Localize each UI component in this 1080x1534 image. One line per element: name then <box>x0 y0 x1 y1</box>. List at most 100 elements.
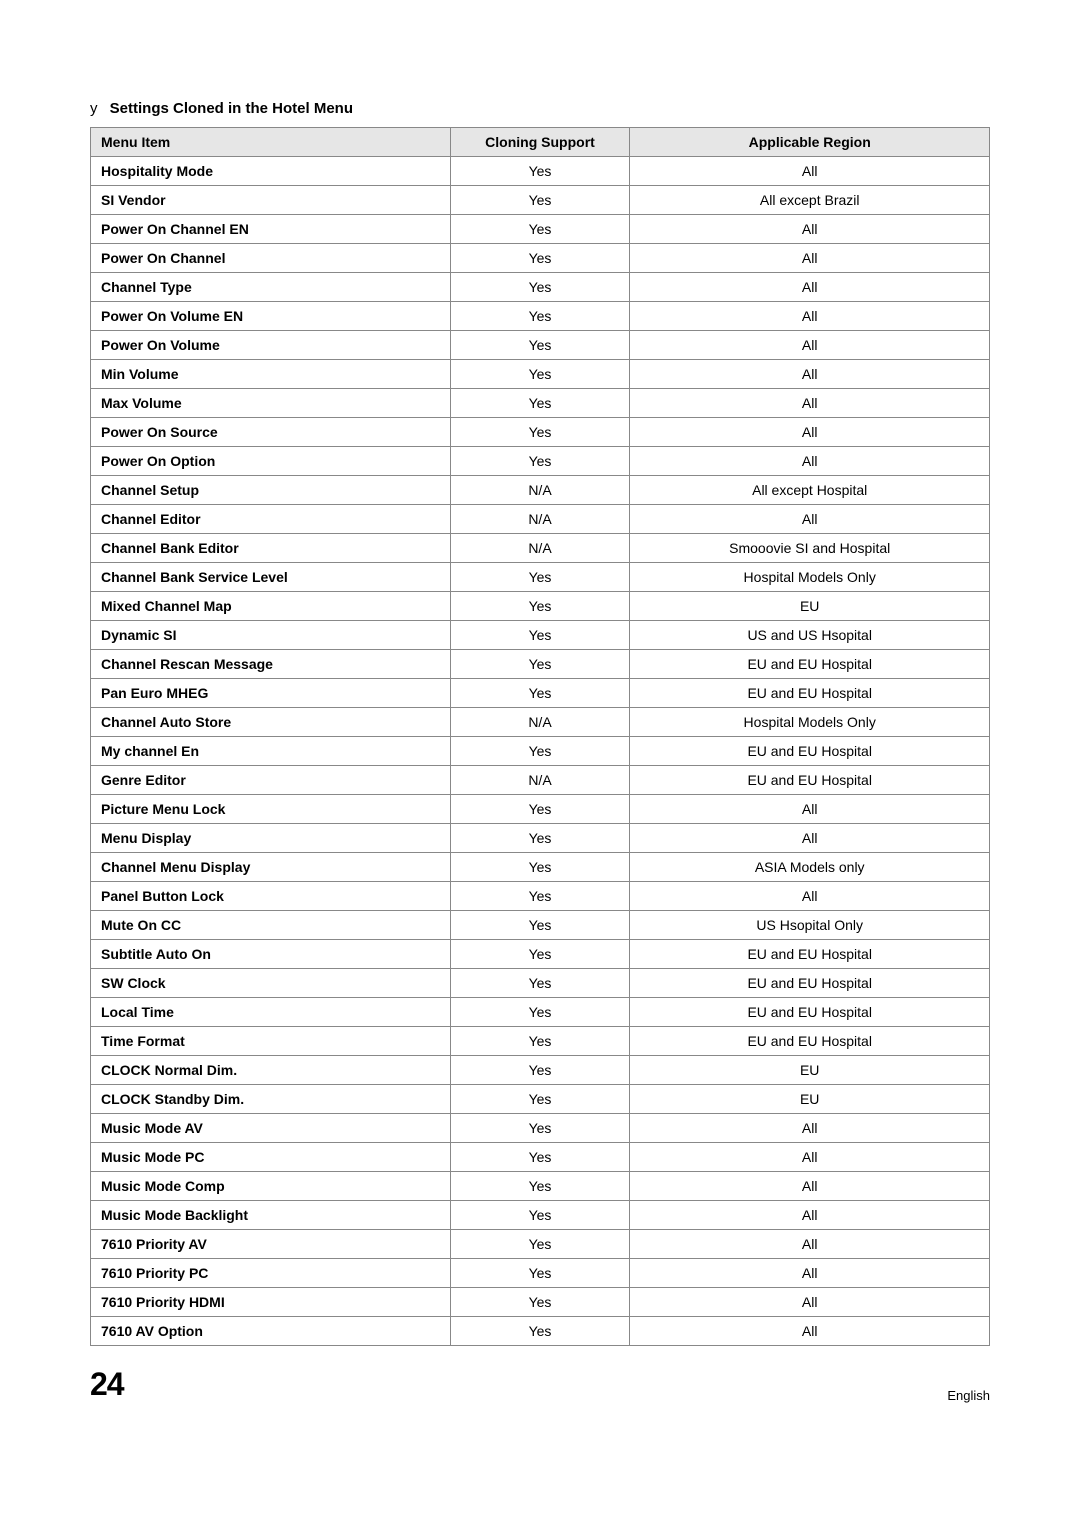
cell-applicable-region: All <box>630 331 990 360</box>
table-row: Channel Auto StoreN/AHospital Models Onl… <box>91 708 990 737</box>
table-row: Dynamic SIYesUS and US Hsopital <box>91 621 990 650</box>
cell-menu-item: Music Mode PC <box>91 1143 451 1172</box>
cell-menu-item: My channel En <box>91 737 451 766</box>
cell-menu-item: Min Volume <box>91 360 451 389</box>
table-row: SW ClockYesEU and EU Hospital <box>91 969 990 998</box>
cell-menu-item: Channel Auto Store <box>91 708 451 737</box>
cell-cloning-support: Yes <box>450 911 630 940</box>
cell-cloning-support: Yes <box>450 1172 630 1201</box>
table-row: Max VolumeYesAll <box>91 389 990 418</box>
cell-applicable-region: All <box>630 302 990 331</box>
cell-menu-item: CLOCK Standby Dim. <box>91 1085 451 1114</box>
table-row: Channel TypeYesAll <box>91 273 990 302</box>
cell-applicable-region: All <box>630 795 990 824</box>
table-row: Power On SourceYesAll <box>91 418 990 447</box>
section-bullet: y <box>90 100 98 117</box>
section-title: y Settings Cloned in the Hotel Menu <box>90 100 990 117</box>
cell-cloning-support: Yes <box>450 592 630 621</box>
cell-cloning-support: Yes <box>450 1143 630 1172</box>
table-row: SI VendorYesAll except Brazil <box>91 186 990 215</box>
cell-applicable-region: EU and EU Hospital <box>630 737 990 766</box>
cell-applicable-region: Smooovie SI and Hospital <box>630 534 990 563</box>
cell-cloning-support: Yes <box>450 331 630 360</box>
cell-applicable-region: US and US Hsopital <box>630 621 990 650</box>
cell-menu-item: Power On Channel <box>91 244 451 273</box>
cell-menu-item: Music Mode Backlight <box>91 1201 451 1230</box>
table-row: Channel EditorN/AAll <box>91 505 990 534</box>
cell-cloning-support: Yes <box>450 302 630 331</box>
page-number: 24 <box>90 1366 124 1403</box>
cell-cloning-support: Yes <box>450 1230 630 1259</box>
table-row: Power On VolumeYesAll <box>91 331 990 360</box>
table-row: Music Mode BacklightYesAll <box>91 1201 990 1230</box>
table-row: Power On ChannelYesAll <box>91 244 990 273</box>
cell-menu-item: Mixed Channel Map <box>91 592 451 621</box>
cell-cloning-support: Yes <box>450 1114 630 1143</box>
header-cloning-support: Cloning Support <box>450 128 630 157</box>
cell-menu-item: Subtitle Auto On <box>91 940 451 969</box>
cell-menu-item: 7610 Priority AV <box>91 1230 451 1259</box>
cell-applicable-region: All <box>630 244 990 273</box>
cell-applicable-region: EU and EU Hospital <box>630 940 990 969</box>
cell-menu-item: 7610 AV Option <box>91 1317 451 1346</box>
cell-cloning-support: Yes <box>450 998 630 1027</box>
cell-applicable-region: EU and EU Hospital <box>630 969 990 998</box>
cell-applicable-region: All <box>630 273 990 302</box>
cell-cloning-support: Yes <box>450 157 630 186</box>
cell-applicable-region: US Hsopital Only <box>630 911 990 940</box>
cell-cloning-support: Yes <box>450 882 630 911</box>
cell-cloning-support: Yes <box>450 360 630 389</box>
table-row: Mute On CCYesUS Hsopital Only <box>91 911 990 940</box>
cell-applicable-region: All <box>630 389 990 418</box>
table-row: Min VolumeYesAll <box>91 360 990 389</box>
table-row: Channel Bank Service LevelYesHospital Mo… <box>91 563 990 592</box>
table-row: 7610 Priority HDMIYesAll <box>91 1288 990 1317</box>
cell-menu-item: Panel Button Lock <box>91 882 451 911</box>
cell-applicable-region: EU and EU Hospital <box>630 1027 990 1056</box>
cell-applicable-region: EU <box>630 1085 990 1114</box>
cell-menu-item: 7610 Priority PC <box>91 1259 451 1288</box>
cell-applicable-region: All <box>630 418 990 447</box>
cell-cloning-support: Yes <box>450 244 630 273</box>
cell-cloning-support: Yes <box>450 650 630 679</box>
cell-menu-item: Power On Volume EN <box>91 302 451 331</box>
table-row: 7610 Priority PCYesAll <box>91 1259 990 1288</box>
cell-cloning-support: Yes <box>450 1201 630 1230</box>
cell-menu-item: Hospitality Mode <box>91 157 451 186</box>
page-footer: 24 English <box>90 1366 990 1403</box>
table-row: Genre EditorN/AEU and EU Hospital <box>91 766 990 795</box>
cell-cloning-support: Yes <box>450 940 630 969</box>
cell-applicable-region: All <box>630 882 990 911</box>
table-row: My channel EnYesEU and EU Hospital <box>91 737 990 766</box>
cell-cloning-support: N/A <box>450 505 630 534</box>
cell-menu-item: Power On Channel EN <box>91 215 451 244</box>
cell-menu-item: Mute On CC <box>91 911 451 940</box>
cell-applicable-region: EU and EU Hospital <box>630 650 990 679</box>
cell-applicable-region: Hospital Models Only <box>630 563 990 592</box>
cell-applicable-region: EU <box>630 592 990 621</box>
table-row: Pan Euro MHEGYesEU and EU Hospital <box>91 679 990 708</box>
table-row: Panel Button LockYesAll <box>91 882 990 911</box>
table-row: Music Mode AVYesAll <box>91 1114 990 1143</box>
cell-cloning-support: Yes <box>450 1027 630 1056</box>
language-label: English <box>947 1388 990 1403</box>
cell-menu-item: Channel Bank Service Level <box>91 563 451 592</box>
table-row: Channel SetupN/AAll except Hospital <box>91 476 990 505</box>
cell-applicable-region: All except Hospital <box>630 476 990 505</box>
cell-applicable-region: ASIA Models only <box>630 853 990 882</box>
cell-cloning-support: Yes <box>450 186 630 215</box>
table-row: Channel Menu DisplayYesASIA Models only <box>91 853 990 882</box>
table-row: Power On Volume ENYesAll <box>91 302 990 331</box>
cell-cloning-support: Yes <box>450 1288 630 1317</box>
cell-applicable-region: All <box>630 1259 990 1288</box>
cell-applicable-region: EU and EU Hospital <box>630 998 990 1027</box>
cell-applicable-region: EU <box>630 1056 990 1085</box>
cell-applicable-region: All <box>630 1317 990 1346</box>
cell-menu-item: Channel Rescan Message <box>91 650 451 679</box>
cell-menu-item: SI Vendor <box>91 186 451 215</box>
table-row: Power On Channel ENYesAll <box>91 215 990 244</box>
cell-applicable-region: All <box>630 824 990 853</box>
table-row: Local TimeYesEU and EU Hospital <box>91 998 990 1027</box>
table-row: Channel Rescan MessageYesEU and EU Hospi… <box>91 650 990 679</box>
cell-menu-item: Channel Bank Editor <box>91 534 451 563</box>
